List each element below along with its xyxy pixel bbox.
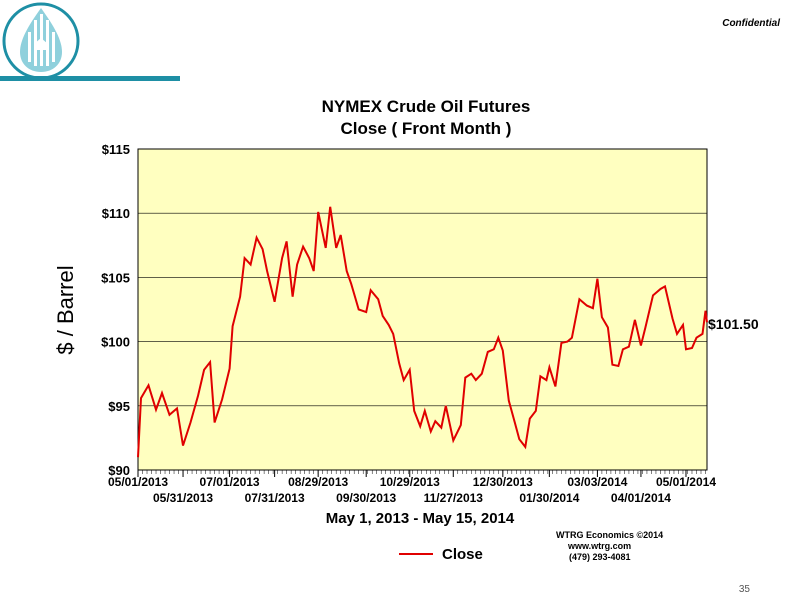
plot-area bbox=[137, 148, 708, 471]
chart-title-line2: Close ( Front Month ) bbox=[341, 119, 512, 138]
x-tick-label: 11/27/2013 bbox=[424, 491, 484, 505]
x-tick-label: 08/29/2013 bbox=[288, 475, 348, 489]
y-tick-label: $95 bbox=[108, 399, 130, 414]
y-tick-label: $115 bbox=[102, 142, 130, 157]
credit-line-1: WTRG Economics ©2014 bbox=[556, 530, 663, 540]
x-tick-label: 05/01/2014 bbox=[656, 475, 716, 489]
x-minor-ticks bbox=[137, 470, 706, 474]
x-axis-ticks: 05/01/2013 07/01/2013 08/29/2013 10/29/2013… bbox=[108, 470, 716, 505]
x-axis-label: May 1, 2013 - May 15, 2014 bbox=[326, 510, 515, 527]
y-tick-label: $100 bbox=[101, 335, 130, 350]
header-accent-rule bbox=[0, 76, 180, 81]
x-tick-label: 05/01/2013 bbox=[108, 475, 168, 489]
y-axis-ticks: $90 $95 $100 $105 $110 $115 bbox=[101, 142, 130, 478]
series-line-close bbox=[137, 206, 708, 458]
confidential-label: Confidential bbox=[722, 18, 780, 29]
credit-line-3: (479) 293-4081 bbox=[569, 552, 631, 562]
y-tick-label: $110 bbox=[102, 206, 130, 221]
legend-label-close: Close bbox=[442, 546, 483, 563]
x-tick-label: 12/30/2013 bbox=[473, 475, 533, 489]
x-tick-label: 05/31/2013 bbox=[153, 491, 213, 505]
x-tick-label: 10/29/2013 bbox=[380, 475, 440, 489]
y-axis-label: $ / Barrel bbox=[53, 265, 78, 354]
credit-line-2: www.wtrg.com bbox=[567, 541, 631, 551]
y-tick-label: $90 bbox=[108, 463, 130, 478]
page-number: 35 bbox=[738, 584, 750, 595]
x-tick-label: 03/03/2014 bbox=[567, 475, 627, 489]
water-drop-logo-icon bbox=[2, 2, 80, 80]
x-tick-label: 07/31/2013 bbox=[245, 491, 305, 505]
x-tick-label: 01/30/2014 bbox=[519, 491, 579, 505]
last-value-label: $101.50 bbox=[708, 316, 759, 332]
chart-title-line1: NYMEX Crude Oil Futures bbox=[322, 97, 531, 116]
x-tick-label: 04/01/2014 bbox=[611, 491, 671, 505]
x-tick-label: 07/01/2013 bbox=[200, 475, 260, 489]
gridlines bbox=[138, 212, 707, 407]
y-tick-label: $105 bbox=[101, 270, 130, 285]
x-tick-label: 09/30/2013 bbox=[336, 491, 396, 505]
